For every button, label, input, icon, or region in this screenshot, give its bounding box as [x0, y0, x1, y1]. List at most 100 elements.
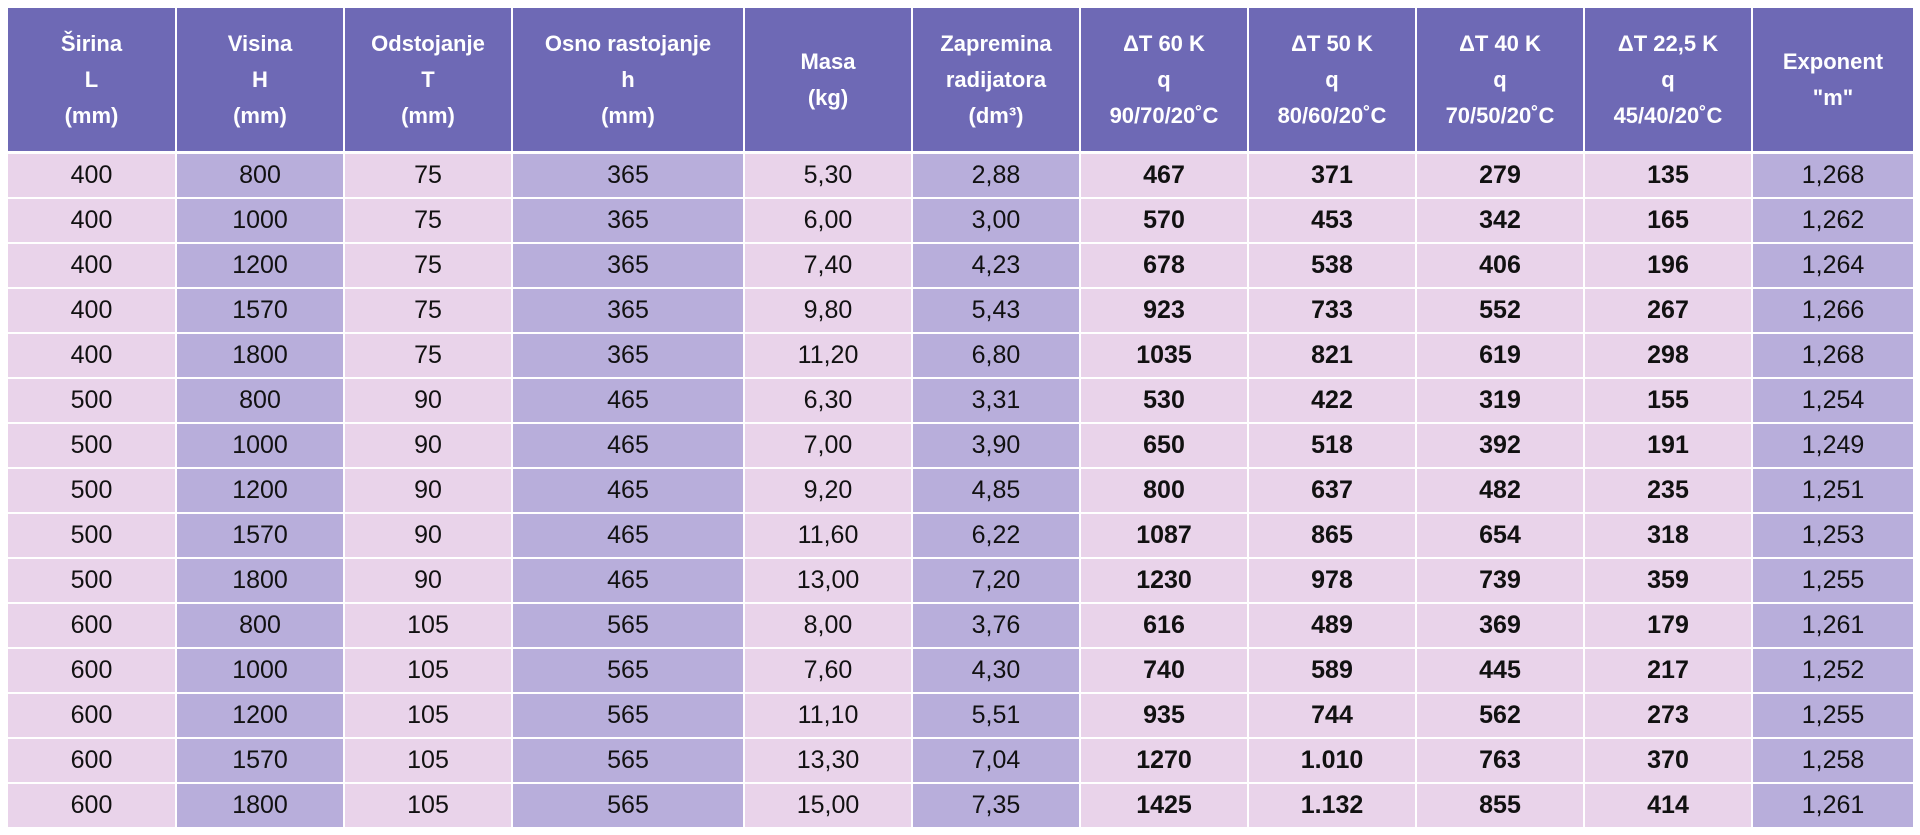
- table-cell: 11,20: [744, 333, 913, 379]
- table-cell: 7,40: [744, 243, 913, 289]
- table-row: 400 1200 75 365 7,40 4,23 678 538 406 196 1,264: [8, 243, 1913, 289]
- table-cell: 1000: [176, 423, 345, 469]
- table-cell: 600: [8, 693, 177, 739]
- column-header-line: (mm): [601, 102, 655, 128]
- table-cell: 370: [1584, 738, 1753, 784]
- column-header-line: q: [1493, 66, 1507, 92]
- column-header-line: 90/70/20˚C: [1109, 102, 1219, 128]
- table-cell: 1,264: [1752, 243, 1913, 289]
- table-cell: 565: [512, 738, 745, 784]
- table-cell: 562: [1416, 693, 1585, 739]
- table-cell: 4,85: [912, 468, 1081, 514]
- table-cell: 90: [344, 513, 513, 559]
- table-row: 600 1570 105 565 13,30 7,04 1270 1.010 763 370 1,2…: [8, 738, 1913, 784]
- table-cell: 400: [8, 152, 177, 199]
- column-header: ΔT 40 K q 70/50/20˚C: [1416, 8, 1585, 154]
- table-cell: 763: [1416, 738, 1585, 784]
- table-cell: 191: [1584, 423, 1753, 469]
- table-cell: 654: [1416, 513, 1585, 559]
- column-header-line: h: [621, 66, 635, 92]
- table-cell: 75: [344, 288, 513, 334]
- table-body: 400 800 75 365 5,30 2,88 467 371 279 135 1,268 400 1…: [8, 152, 1913, 829]
- table-cell: 1,252: [1752, 648, 1913, 694]
- column-header-line: Zapremina: [940, 30, 1052, 56]
- column-header-line: q: [1661, 66, 1675, 92]
- table-cell: 800: [176, 152, 345, 199]
- table-row: 600 1800 105 565 15,00 7,35 1425 1.132 855 414 1,2…: [8, 783, 1913, 829]
- column-header: Odstojanje T (mm): [344, 8, 513, 154]
- table-cell: 273: [1584, 693, 1753, 739]
- table-cell: 13,30: [744, 738, 913, 784]
- table-cell: 1,261: [1752, 783, 1913, 829]
- table-cell: 365: [512, 288, 745, 334]
- table-cell: 318: [1584, 513, 1753, 559]
- table-cell: 1570: [176, 513, 345, 559]
- table-cell: 565: [512, 648, 745, 694]
- column-header-line: Osno rastojanje: [544, 30, 712, 56]
- table-cell: 1200: [176, 468, 345, 514]
- table-cell: 865: [1248, 513, 1417, 559]
- table-cell: 1,261: [1752, 603, 1913, 649]
- column-header-line: ΔT 40 K: [1459, 30, 1541, 56]
- table-cell: 1,268: [1752, 333, 1913, 379]
- table-row: 400 1000 75 365 6,00 3,00 570 453 342 165 1,262: [8, 198, 1913, 244]
- column-header: ΔT 22,5 K q 45/40/20˚C: [1584, 8, 1753, 154]
- column-header: Zapremina radijatora (dm³): [912, 8, 1081, 154]
- table-cell: 3,76: [912, 603, 1081, 649]
- table-cell: 465: [512, 513, 745, 559]
- table-cell: 4,30: [912, 648, 1081, 694]
- table-row: 600 800 105 565 8,00 3,76 616 489 369 179 1,261: [8, 603, 1913, 649]
- table-cell: 5,30: [744, 152, 913, 199]
- table-cell: 2,88: [912, 152, 1081, 199]
- table-cell: 414: [1584, 783, 1753, 829]
- table-cell: 570: [1080, 198, 1249, 244]
- radiator-spec-table-container: Širina L (mm) Visina H (mm) Odstojanje T (mm) Osn…: [8, 8, 1913, 829]
- table-cell: 11,60: [744, 513, 913, 559]
- table-cell: 90: [344, 378, 513, 424]
- table-cell: 565: [512, 693, 745, 739]
- table-cell: 5,43: [912, 288, 1081, 334]
- table-cell: 935: [1080, 693, 1249, 739]
- table-cell: 105: [344, 648, 513, 694]
- table-cell: 600: [8, 648, 177, 694]
- table-cell: 538: [1248, 243, 1417, 289]
- table-cell: 7,00: [744, 423, 913, 469]
- table-cell: 445: [1416, 648, 1585, 694]
- table-cell: 135: [1584, 152, 1753, 199]
- table-cell: 90: [344, 423, 513, 469]
- table-cell: 406: [1416, 243, 1585, 289]
- table-cell: 678: [1080, 243, 1249, 289]
- table-cell: 179: [1584, 603, 1753, 649]
- table-cell: 267: [1584, 288, 1753, 334]
- table-cell: 1230: [1080, 558, 1249, 604]
- table-cell: 855: [1416, 783, 1585, 829]
- table-cell: 923: [1080, 288, 1249, 334]
- table-cell: 1800: [176, 333, 345, 379]
- table-cell: 1,254: [1752, 378, 1913, 424]
- table-cell: 1800: [176, 783, 345, 829]
- table-row: 400 800 75 365 5,30 2,88 467 371 279 135 1,268: [8, 152, 1913, 199]
- table-cell: 1,268: [1752, 152, 1913, 199]
- table-cell: 422: [1248, 378, 1417, 424]
- table-cell: 1,266: [1752, 288, 1913, 334]
- table-cell: 565: [512, 783, 745, 829]
- table-cell: 600: [8, 603, 177, 649]
- table-cell: 1000: [176, 198, 345, 244]
- column-header-line: Širina: [60, 30, 123, 56]
- table-cell: 465: [512, 558, 745, 604]
- table-cell: 500: [8, 423, 177, 469]
- table-cell: 365: [512, 198, 745, 244]
- column-header-line: H: [252, 66, 268, 92]
- table-cell: 8,00: [744, 603, 913, 649]
- table-cell: 1570: [176, 738, 345, 784]
- table-cell: 733: [1248, 288, 1417, 334]
- table-cell: 369: [1416, 603, 1585, 649]
- table-cell: 400: [8, 243, 177, 289]
- table-cell: 3,31: [912, 378, 1081, 424]
- table-cell: 1425: [1080, 783, 1249, 829]
- table-cell: 1,255: [1752, 558, 1913, 604]
- column-header: Širina L (mm): [8, 8, 177, 154]
- column-header-line: ΔT 60 K: [1123, 30, 1205, 56]
- table-row: 600 1000 105 565 7,60 4,30 740 589 445 217 1,252: [8, 648, 1913, 694]
- table-cell: 650: [1080, 423, 1249, 469]
